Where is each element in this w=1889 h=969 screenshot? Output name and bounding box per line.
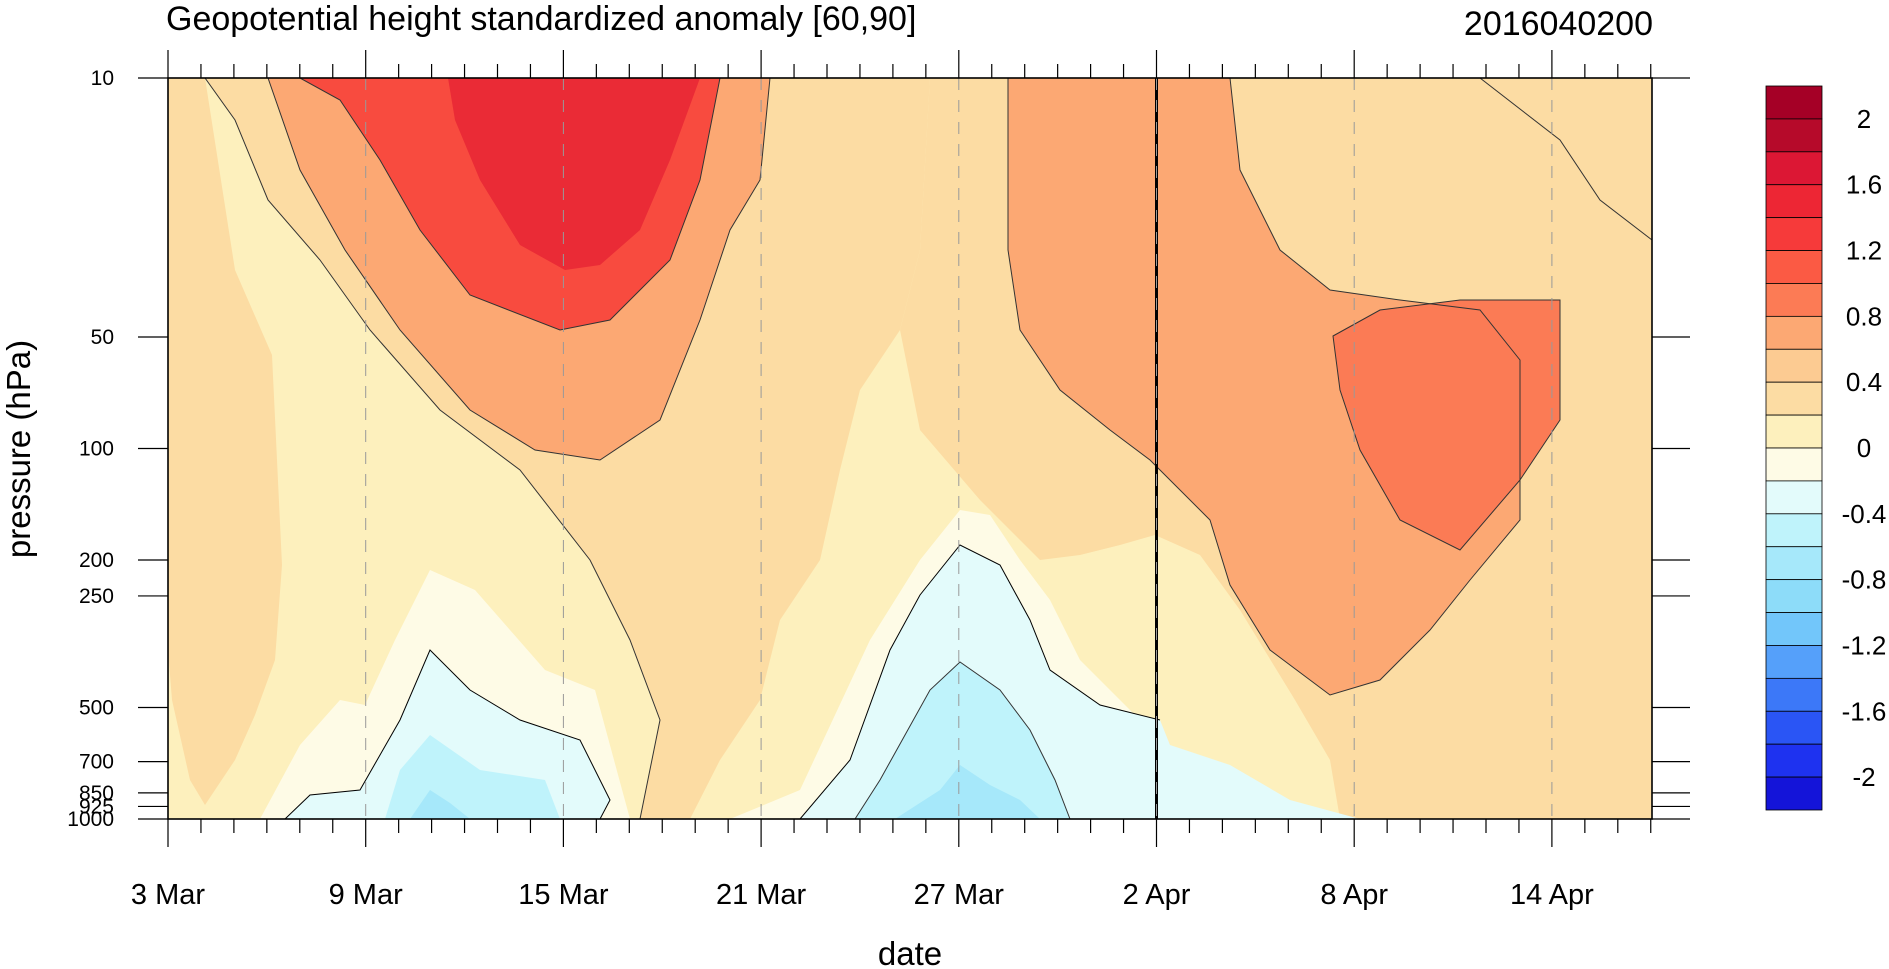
- colorbar-swatch: [1765, 612, 1823, 646]
- contour-band-upper-right: [1008, 78, 1520, 695]
- x-tick-label: 8 Apr: [1320, 879, 1388, 911]
- colorbar-label: 1.2: [1846, 236, 1882, 266]
- colorbar-label: 2: [1857, 104, 1871, 134]
- colorbar-label: -0.4: [1842, 499, 1887, 529]
- x-tick-label: 15 Mar: [518, 879, 609, 911]
- contour-band-left: [168, 78, 282, 805]
- colorbar-swatch: [1765, 217, 1823, 251]
- y-tick-label: 925: [79, 795, 114, 818]
- x-tick-label: 21 Mar: [716, 879, 807, 911]
- colorbar-label: -0.8: [1842, 565, 1887, 595]
- y-tick-label: 200: [79, 549, 114, 572]
- x-axis: 3 Mar 9 Mar 15 Mar 21 Mar 27 Mar 2 Apr 8 Apr 14…: [131, 50, 1652, 911]
- chart-title: Geopotential height standardized anomaly…: [166, 0, 916, 38]
- colorbar-label: 0.4: [1846, 367, 1882, 397]
- colorbar-swatch: [1765, 513, 1823, 548]
- y-tick-label: 500: [79, 696, 114, 719]
- y-tick-label: 100: [79, 438, 114, 461]
- y-tick-label: 1000: [67, 808, 114, 831]
- colorbar-swatch: [1765, 480, 1823, 515]
- x-gridlines: [365, 78, 1553, 819]
- colorbar-swatch: [1765, 677, 1823, 712]
- y-tick-label: 50: [91, 326, 114, 349]
- contour-band-negative-mid-inner: [855, 662, 1070, 819]
- y-tick-label: 700: [79, 751, 114, 774]
- colorbar-swatch: [1765, 85, 1823, 120]
- chart-date-stamp: 2016040200: [1464, 5, 1653, 43]
- colorbar: 2 1.6 1.2 0.8 0.4 0 -0.4 -0.8 -1.2 -1.6 -2: [1765, 85, 1887, 811]
- colorbar-swatch: [1765, 414, 1823, 449]
- colorbar-label: -2: [1852, 762, 1875, 792]
- contour-lines: [204, 78, 1652, 819]
- colorbar-swatch: [1765, 645, 1823, 679]
- x-tick-label: 2 Apr: [1123, 879, 1191, 911]
- colorbar-swatch: [1765, 381, 1823, 416]
- colorbar-swatch: [1765, 546, 1823, 581]
- x-tick-label: 27 Mar: [914, 879, 1005, 911]
- colorbar-swatch: [1765, 579, 1823, 613]
- contour-band-negative-min: [895, 765, 1040, 819]
- contour-band-negative-left: [285, 650, 610, 819]
- colorbar-swatch: [1765, 710, 1823, 745]
- colorbar-label: 0: [1857, 433, 1871, 463]
- colorbar-swatch: [1765, 118, 1823, 153]
- colorbar-label: 0.8: [1846, 301, 1882, 331]
- colorbar-label: -1.2: [1842, 630, 1887, 660]
- colorbar-swatch: [1765, 283, 1823, 317]
- x-tick-label: 14 Apr: [1510, 879, 1594, 911]
- colorbar-swatch: [1765, 348, 1823, 383]
- colorbar-swatch: [1765, 447, 1823, 482]
- x-axis-title: date: [878, 935, 942, 969]
- colorbar-swatch: [1765, 743, 1823, 778]
- colorbar-label: -1.6: [1842, 696, 1887, 726]
- y-axis-title: pressure (hPa): [0, 340, 37, 558]
- contour-band-negative-min-left: [410, 790, 470, 819]
- colorbar-swatch: [1765, 776, 1823, 811]
- y-tick-label: 10: [91, 67, 114, 90]
- colorbar-swatch: [1765, 250, 1823, 284]
- contour-band-right-max: [1333, 300, 1560, 550]
- colorbar-swatch: [1765, 315, 1823, 350]
- contour-band-peak: [448, 78, 700, 270]
- colorbar-label: 1.6: [1846, 170, 1882, 200]
- x-tick-label: 3 Mar: [131, 879, 205, 911]
- colorbar-swatch: [1765, 184, 1823, 219]
- y-tick-label: 250: [79, 585, 114, 608]
- x-tick-label: 9 Mar: [329, 879, 403, 911]
- colorbar-swatch: [1765, 151, 1823, 186]
- y-tick-label: 850: [79, 782, 114, 805]
